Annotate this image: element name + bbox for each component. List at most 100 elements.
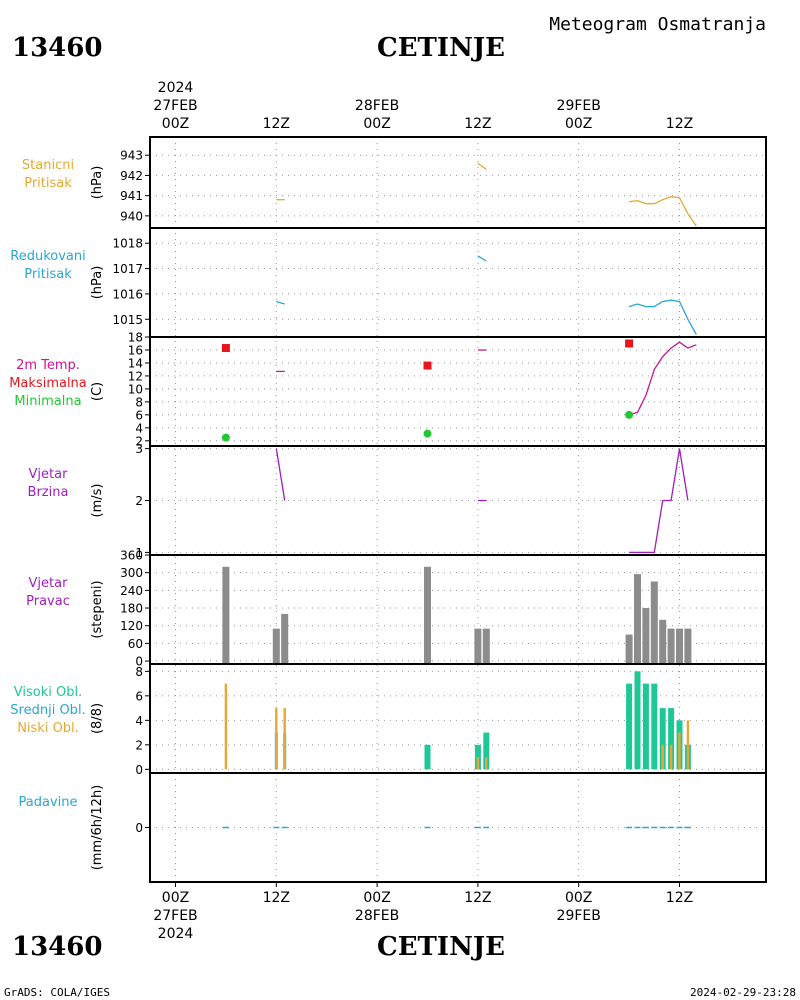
y-tick-label: 4 bbox=[135, 421, 143, 435]
high-cloud-bar bbox=[642, 683, 649, 770]
top-axis-year: 2024 bbox=[158, 80, 194, 96]
station-pressure-panel: Stanicni Pritisak (hPa) 940 941 942 943 bbox=[22, 136, 767, 229]
y-tick-label: 2 bbox=[135, 494, 143, 508]
y-tick-label: 10 bbox=[128, 382, 143, 396]
tmin-marker bbox=[423, 429, 432, 438]
panel-label: Vjetar bbox=[29, 467, 69, 482]
wind-direction-bar bbox=[684, 628, 692, 665]
top-axis-hour-label: 00Z bbox=[363, 116, 390, 132]
panel-label: Vjetar bbox=[29, 576, 69, 591]
y-tick-label: 12 bbox=[128, 369, 143, 383]
series-line bbox=[477, 255, 487, 262]
bottom-axis-date-label: 29FEB bbox=[557, 908, 601, 924]
series-line bbox=[275, 448, 286, 501]
y-tick-label: 8 bbox=[135, 395, 143, 409]
top-axis-date-label: 29FEB bbox=[557, 98, 601, 114]
y-tick-label: 3 bbox=[135, 442, 143, 456]
series-line bbox=[276, 300, 285, 305]
bottom-axis-hour-label: 12Z bbox=[464, 890, 491, 906]
y-axis-label: (hPa) bbox=[90, 166, 105, 200]
y-tick-label: 2 bbox=[135, 434, 143, 448]
panel-label: Pritisak bbox=[24, 267, 72, 282]
panel-label: Redukovani bbox=[10, 249, 85, 264]
clouds-panel: Visoki Obl. Srednji Obl. Niski Obl. (8/8) 0 2… bbox=[10, 663, 767, 777]
tmin-marker bbox=[625, 410, 634, 419]
y-tick-label: 14 bbox=[128, 356, 143, 370]
y-tick-label: 0 bbox=[135, 821, 143, 835]
wind-direction-bar bbox=[659, 619, 667, 665]
series-line bbox=[477, 162, 487, 170]
series-line bbox=[629, 448, 689, 554]
bottom-axis-hour-label: 00Z bbox=[162, 890, 189, 906]
high-cloud-bar bbox=[483, 732, 490, 770]
bottom-axis-year: 2024 bbox=[158, 926, 194, 942]
wind-direction-panel: Vjetar Pravac (stepeni) 0 60 120 180 240 300 360 bbox=[26, 549, 767, 669]
y-axis-label: (hPa) bbox=[90, 266, 105, 300]
wind-direction-bar bbox=[667, 628, 675, 665]
y-tick-label: 60 bbox=[128, 637, 143, 651]
y-tick-label: 1016 bbox=[112, 287, 143, 301]
y-axis-label: (C) bbox=[90, 382, 105, 401]
panel-label: Stanicni bbox=[22, 158, 74, 173]
precipitation-panel: Padavine (mm/6h/12h) 0 bbox=[19, 772, 767, 883]
bottom-axis-hour-label: 12Z bbox=[666, 890, 693, 906]
wind-direction-bar bbox=[281, 613, 289, 665]
high-cloud-bar bbox=[668, 708, 675, 770]
low-cloud-bar bbox=[224, 683, 228, 770]
y-tick-label: 6 bbox=[135, 408, 143, 422]
grads-credit: GrADS: COLA/IGES bbox=[4, 986, 110, 999]
y-tick-label: 300 bbox=[120, 566, 143, 580]
top-axis-date-label: 27FEB bbox=[153, 98, 197, 114]
panel-label: Maksimalna bbox=[9, 376, 87, 391]
y-tick-label: 1018 bbox=[112, 237, 143, 251]
y-tick-label: 4 bbox=[135, 714, 143, 728]
wind-direction-bar bbox=[482, 628, 490, 665]
bottom-axis-hour-label: 00Z bbox=[363, 890, 390, 906]
panel-frame bbox=[149, 227, 767, 338]
high-cloud-bar bbox=[424, 744, 431, 770]
low-cloud-bar bbox=[275, 708, 278, 770]
top-axis-hour-label: 12Z bbox=[464, 116, 491, 132]
generated-timestamp: 2024-02-29-23:28 bbox=[690, 986, 796, 999]
y-tick-label: 941 bbox=[120, 189, 143, 203]
y-tick-label: 360 bbox=[120, 549, 143, 563]
wind-direction-bar bbox=[222, 566, 230, 665]
panel-frame bbox=[149, 445, 767, 556]
y-tick-label: 943 bbox=[120, 149, 143, 163]
wind-speed-panel: Vjetar Brzina (m/s) 1 2 3 bbox=[28, 442, 767, 560]
wind-direction-bar bbox=[642, 608, 650, 665]
panel-frame bbox=[149, 772, 767, 883]
panel-label: Minimalna bbox=[14, 394, 81, 409]
panel-label: Brzina bbox=[28, 485, 69, 500]
wind-direction-bar bbox=[650, 581, 658, 665]
low-cloud-bar bbox=[661, 744, 664, 770]
low-cloud-bar bbox=[485, 757, 488, 770]
y-tick-label: 8 bbox=[135, 665, 143, 679]
wind-direction-bar bbox=[272, 628, 280, 665]
panel-label: Pravac bbox=[26, 594, 70, 609]
wind-direction-bar bbox=[424, 566, 431, 665]
panel-label: Padavine bbox=[19, 795, 78, 810]
y-axis-label: (8/8) bbox=[90, 703, 105, 734]
low-cloud-bar bbox=[686, 720, 690, 770]
top-axis-hour-label: 00Z bbox=[162, 116, 189, 132]
panel-label: Srednji Obl. bbox=[10, 703, 85, 718]
bottom-axis-date-label: 28FEB bbox=[355, 908, 399, 924]
wind-direction-bar bbox=[625, 634, 633, 665]
y-tick-label: 180 bbox=[120, 602, 143, 616]
low-cloud-bar bbox=[669, 744, 673, 770]
high-cloud-bar bbox=[626, 683, 633, 770]
temperature-panel: 2m Temp. Maksimalna Minimalna (C) 2468101214… bbox=[9, 331, 767, 448]
y-tick-label: 0 bbox=[135, 655, 143, 669]
station-id-bottom: 13460 bbox=[12, 932, 102, 962]
high-cloud-bar bbox=[651, 683, 658, 770]
series-line bbox=[628, 299, 697, 335]
panel-label: Pritisak bbox=[24, 176, 72, 191]
y-tick-label: 1017 bbox=[112, 262, 143, 276]
meteogram-title: Meteogram Osmatranja bbox=[549, 14, 766, 35]
bottom-axis-hour-label: 12Z bbox=[263, 890, 290, 906]
y-tick-label: 16 bbox=[128, 343, 143, 357]
high-cloud-bar bbox=[634, 671, 641, 770]
y-axis-label: (stepeni) bbox=[90, 580, 105, 638]
tmin-marker bbox=[221, 433, 230, 442]
